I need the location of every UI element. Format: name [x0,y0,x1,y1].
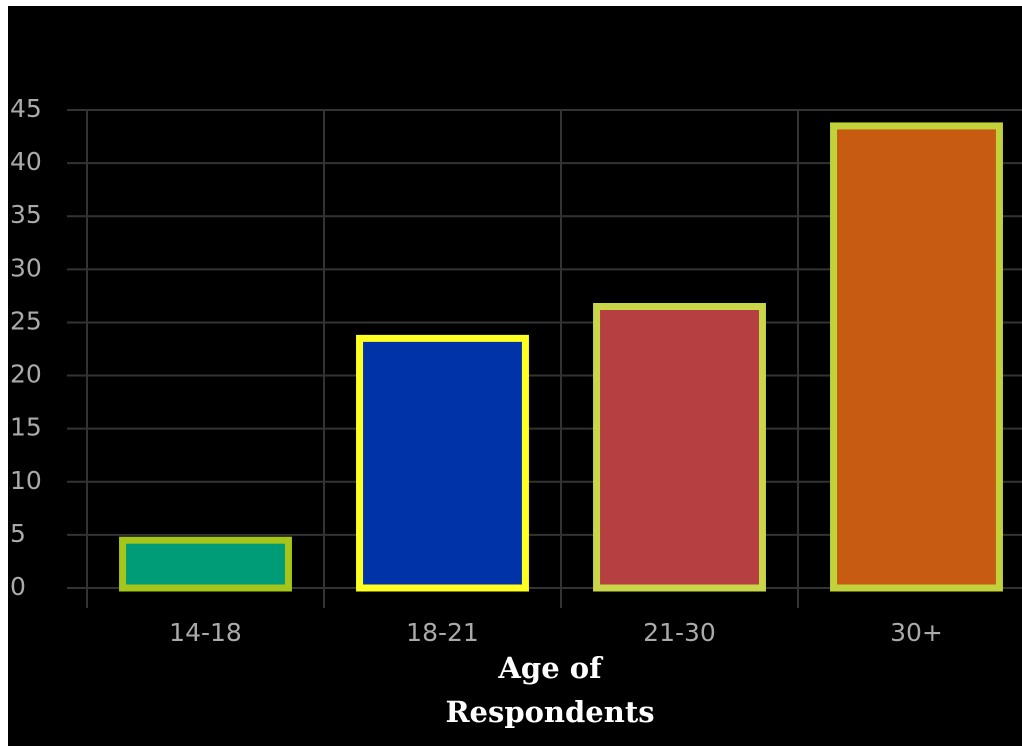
x-tick-label: 14-18 [169,618,242,647]
y-tick-label: 10 [10,466,42,495]
y-tick-label: 25 [10,306,42,335]
x-tick-label: 18-21 [406,618,479,647]
x-axis-label: Age of Respondents [445,651,655,729]
y-tick-label: 15 [10,413,42,442]
y-tick-label: 45 [10,94,42,123]
x-tick-label: 21-30 [643,618,716,647]
bar [119,536,292,592]
y-tick-label: 30 [10,253,42,282]
y-tick-label: 0 [10,572,26,601]
bar [356,334,529,592]
bar [593,303,766,592]
y-tick-label: 35 [10,200,42,229]
bar [830,122,1003,592]
y-tick-label: 20 [10,360,42,389]
x-tick-label: 30+ [890,618,943,647]
y-tick-label: 40 [10,147,42,176]
y-tick-label: 5 [10,519,26,548]
